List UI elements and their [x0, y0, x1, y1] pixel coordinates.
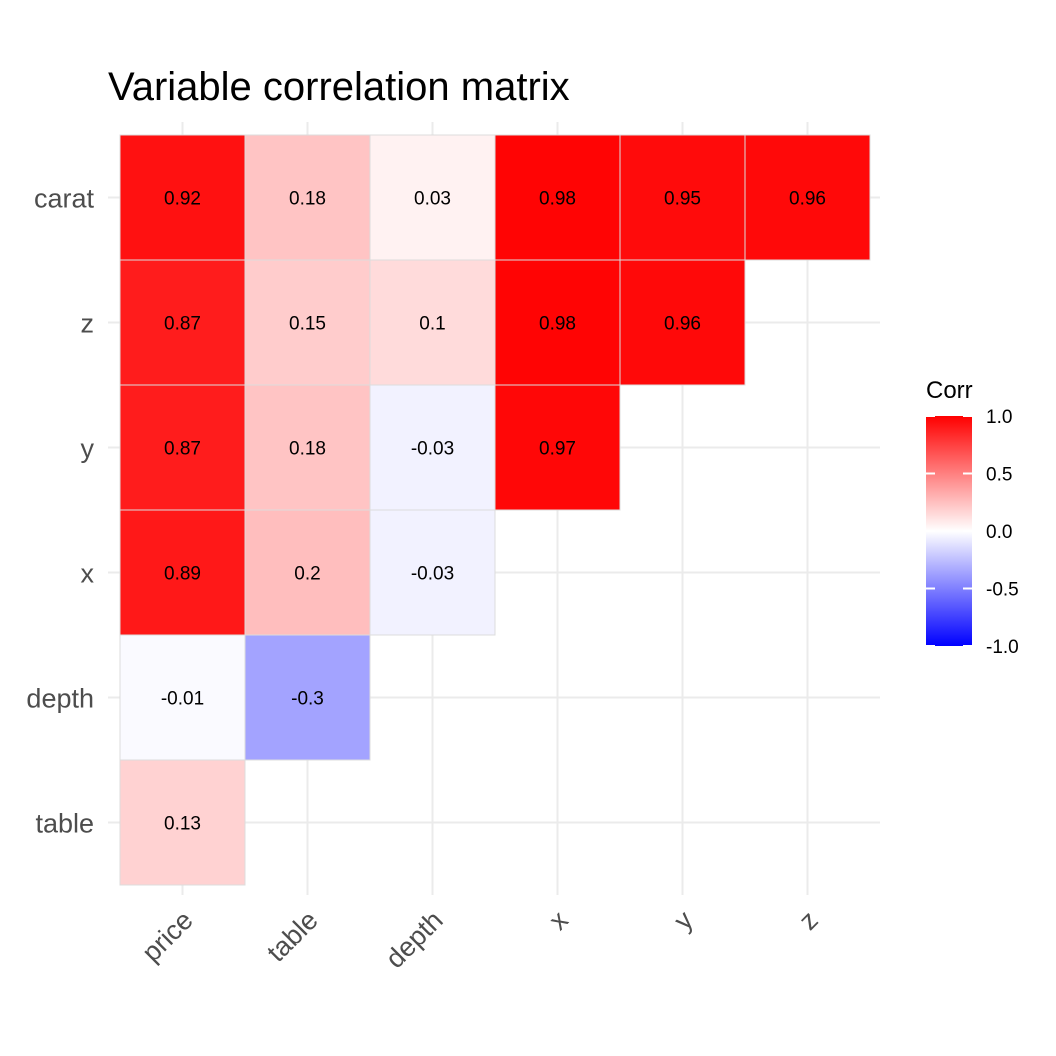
- heatmap-cell: [119, 759, 246, 886]
- legend-title: Corr: [926, 377, 973, 404]
- y-axis-tick-label: depth: [26, 684, 94, 714]
- cell-value-label: 0.98: [539, 189, 576, 210]
- cell-value-label: 0.97: [539, 439, 576, 460]
- cell-value-label: 0.03: [414, 189, 451, 210]
- heatmap-tiles: [119, 134, 871, 886]
- cell-value-label: 0.96: [789, 189, 826, 210]
- x-axis-tick-label: y: [668, 905, 699, 936]
- heatmap-cell: [619, 259, 746, 386]
- legend-tick-label: 1.0: [986, 407, 1012, 428]
- x-axis-tick-labels: price table depth x y z: [136, 905, 824, 974]
- heatmap-cell: [369, 509, 496, 636]
- color-legend: Corr 1.0 0.5 0.0 -0.5 -1.0: [926, 377, 1019, 658]
- legend-tick-label: -1.0: [986, 637, 1019, 658]
- cell-value-label: 0.92: [164, 189, 201, 210]
- x-axis-tick-label: depth: [380, 905, 449, 974]
- cell-value-label: 0.96: [664, 314, 701, 335]
- cell-value-label: -0.3: [291, 689, 324, 710]
- heatmap-cell: [369, 259, 496, 386]
- legend-tick-label: -0.5: [986, 580, 1019, 601]
- heatmap-cell: [369, 134, 496, 261]
- y-axis-tick-labels: carat z y x depth table: [26, 184, 94, 839]
- heatmap-cell: [744, 134, 871, 261]
- heatmap-cell: [619, 134, 746, 261]
- x-axis-tick-label: table: [261, 905, 324, 968]
- cell-value-label: 0.98: [539, 314, 576, 335]
- heatmap-cell: [119, 634, 246, 761]
- cell-value-label: -0.03: [411, 439, 454, 460]
- y-axis-tick-label: carat: [34, 184, 95, 214]
- heatmap-cell: [369, 384, 496, 511]
- heatmap-cell: [119, 259, 246, 386]
- x-axis-tick-label: x: [543, 905, 574, 936]
- legend-ticks: 1.0 0.5 0.0 -0.5 -1.0: [926, 407, 1019, 658]
- x-axis-tick-label: price: [136, 905, 199, 968]
- cell-value-label: 0.87: [164, 314, 201, 335]
- cell-value-labels: 0.92 0.18 0.03 0.98 0.95 0.96 0.87 0.15 0.1 0.98 0…: [161, 189, 826, 835]
- cell-value-label: 0.13: [164, 814, 201, 835]
- y-axis-tick-label: y: [81, 434, 95, 464]
- cell-value-label: -0.01: [161, 689, 204, 710]
- heatmap-cell: [244, 259, 371, 386]
- cell-value-label: 0.18: [289, 439, 326, 460]
- cell-value-label: 0.95: [664, 189, 701, 210]
- cell-value-label: 0.18: [289, 189, 326, 210]
- cell-value-label: 0.87: [164, 439, 201, 460]
- heatmap-cell: [119, 134, 246, 261]
- cell-value-label: -0.03: [411, 564, 454, 585]
- heatmap-cell: [494, 384, 621, 511]
- chart-title: Variable correlation matrix: [108, 65, 570, 109]
- y-axis-tick-label: x: [81, 559, 95, 589]
- legend-tick-label: 0.5: [986, 465, 1012, 486]
- heatmap-cell: [119, 384, 246, 511]
- cell-value-label: 0.89: [164, 564, 201, 585]
- x-axis-tick-label: z: [793, 905, 824, 936]
- y-axis-tick-label: z: [81, 309, 95, 339]
- legend-tick-label: 0.0: [986, 522, 1012, 543]
- heatmap-cell: [244, 634, 371, 761]
- heatmap-cell: [244, 509, 371, 636]
- heatmap-cell: [244, 134, 371, 261]
- cell-value-label: 0.1: [419, 314, 445, 335]
- cell-value-label: 0.2: [294, 564, 320, 585]
- heatmap-cell: [119, 509, 246, 636]
- cell-value-label: 0.15: [289, 314, 326, 335]
- y-axis-tick-label: table: [35, 809, 94, 839]
- heatmap-cell: [494, 259, 621, 386]
- heatmap-cell: [494, 134, 621, 261]
